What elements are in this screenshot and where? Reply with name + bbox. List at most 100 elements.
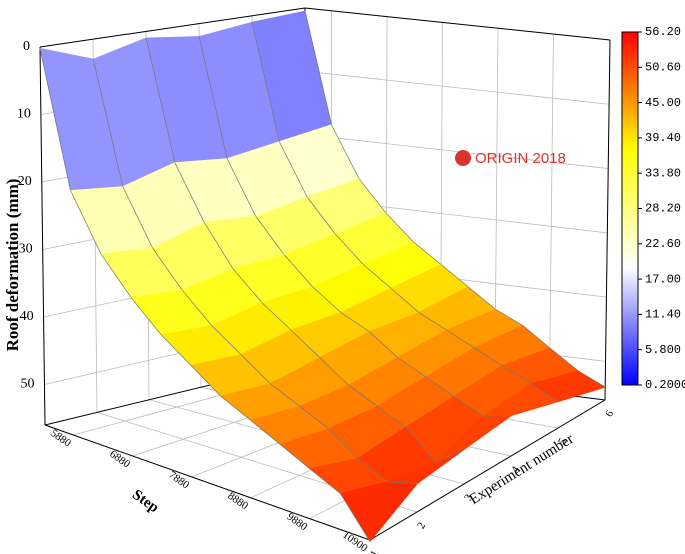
mesh-line [251, 22, 280, 142]
mesh-line [369, 331, 398, 358]
box-edge [39, 7, 306, 48]
mesh-line [70, 190, 102, 255]
mesh-line [549, 347, 579, 372]
mesh-line [413, 241, 442, 265]
colorbar-tick-label: 22.60 [645, 237, 681, 251]
mesh-line [376, 405, 407, 428]
grid-line [548, 34, 554, 393]
mesh-line [418, 312, 447, 331]
colorbar-tick-label: 5.800 [645, 343, 681, 357]
y-tick-label: 5 [556, 436, 569, 447]
colorbar-tick-label: 11.40 [645, 308, 681, 322]
grid-line [304, 70, 610, 105]
mesh-line [340, 312, 370, 332]
x-tick-label: 8880 [225, 490, 250, 513]
mesh-line [446, 329, 475, 349]
z-tick-label: 50 [20, 377, 34, 392]
mesh-line [340, 493, 371, 542]
mesh-line [453, 396, 484, 417]
mesh-line [203, 222, 234, 270]
z-tick-label: 0 [23, 39, 30, 54]
mesh-line [577, 370, 606, 388]
z-tick-label: 30 [19, 242, 33, 257]
colorbar-tick-label: 45.00 [645, 96, 681, 110]
box-edge [39, 46, 46, 426]
mesh-line [435, 449, 465, 463]
mesh-line [283, 254, 313, 288]
colorbar-tick-label: 39.40 [645, 131, 681, 145]
z-tick-label: 40 [20, 309, 34, 324]
mesh-line [122, 186, 153, 249]
mesh-line [290, 329, 320, 358]
mesh-line [425, 376, 455, 397]
mesh-line [331, 124, 360, 179]
box-edge [304, 7, 611, 41]
mesh-line [530, 383, 559, 402]
mesh-line [483, 415, 512, 417]
mesh-line [335, 233, 364, 265]
grid-line [304, 134, 609, 169]
mesh-line [240, 354, 271, 384]
mesh-line [358, 178, 387, 214]
colorbar [621, 31, 639, 386]
mesh-line [390, 288, 419, 313]
mesh-line [100, 253, 132, 298]
mesh-line [198, 36, 228, 159]
mesh-line [250, 419, 281, 445]
mesh-line [522, 325, 551, 349]
mesh-line [226, 158, 257, 217]
x-tick-label: 5880 [48, 427, 73, 450]
mesh-line [278, 141, 308, 198]
z-axis-title: Roof deformation (mm) [3, 179, 22, 352]
mesh-line [312, 286, 342, 313]
mesh-line [299, 405, 329, 430]
mesh-line [357, 458, 389, 483]
mesh-line [328, 428, 359, 459]
mesh-line [39, 48, 71, 191]
colorbar-tick-label: 0.2000 [645, 378, 685, 392]
box-edge [369, 399, 606, 541]
box-edge [44, 424, 371, 541]
y-tick-label: 4 [509, 464, 522, 475]
mesh-line [92, 59, 124, 187]
watermark-icon [455, 150, 471, 166]
x-tick-label: 9880 [285, 511, 310, 534]
mesh-line [501, 365, 531, 385]
mesh-line [130, 297, 162, 336]
mesh-line [232, 268, 263, 304]
mesh-line [307, 197, 336, 235]
mesh-line [279, 444, 311, 469]
colorbar-tick-label: 17.00 [645, 272, 681, 286]
mesh-line [181, 289, 212, 326]
watermark: ORIGIN 2018 [475, 150, 566, 167]
mesh-line [220, 395, 251, 421]
mesh-line [145, 37, 176, 163]
z-tick-label: 10 [17, 107, 31, 122]
mesh-line [152, 248, 183, 291]
x-tick-label: 7880 [166, 469, 191, 492]
colorbar-tick-label: 50.60 [645, 60, 681, 74]
surface [39, 10, 606, 542]
colorbar-tick-label: 28.20 [645, 202, 681, 216]
mesh-line [405, 427, 436, 463]
mesh-line [440, 264, 469, 288]
mesh-line [160, 334, 192, 366]
box-edge [604, 39, 611, 401]
mesh-line [386, 213, 414, 243]
x-axis-title: Step [129, 487, 161, 516]
colorbar-tick-label: 33.80 [645, 166, 681, 180]
mesh-line [387, 481, 418, 485]
mesh-line [174, 162, 205, 223]
y-tick-label: 1 [368, 548, 381, 554]
mesh-line [270, 383, 300, 407]
mesh-line [309, 468, 341, 494]
mesh-line [261, 302, 292, 331]
mesh-line [468, 286, 496, 310]
z-tick-label: 20 [18, 174, 32, 189]
y-tick-label: 3 [462, 492, 475, 503]
mesh-line [304, 11, 332, 125]
mesh-line [397, 357, 426, 378]
y-tick-label: 6 [603, 408, 616, 419]
y-tick-label: 2 [415, 520, 428, 531]
